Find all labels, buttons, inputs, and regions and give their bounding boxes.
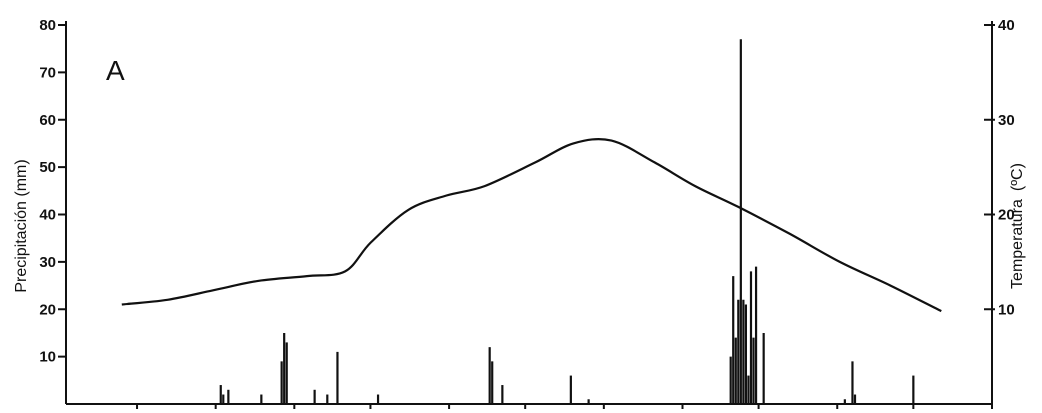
right-axis-title-text: Temperatura (1009, 199, 1026, 289)
left-axis-ticks: 10 20 30 40 50 60 70 80 (39, 17, 66, 366)
x-axis-ticks (136, 404, 993, 409)
left-tick-label: 40 (39, 207, 56, 224)
left-tick-label: 10 (39, 349, 56, 366)
panel-label: A (106, 55, 125, 86)
left-tick-label: 60 (39, 112, 56, 129)
right-tick-label: 20 (998, 207, 1015, 224)
left-tick-label: 70 (39, 64, 56, 81)
right-tick-label: 30 (998, 112, 1015, 129)
left-tick-label: 30 (39, 254, 56, 271)
right-tick-label: 40 (998, 17, 1015, 34)
left-tick-label: 50 (39, 159, 56, 176)
right-tick-label: 10 (998, 301, 1015, 318)
temperature-line (121, 138, 942, 313)
axes (65, 21, 993, 405)
precipitation-bars (219, 39, 915, 404)
right-axis-title-unit: (ºC) (1009, 163, 1026, 191)
left-tick-label: 80 (39, 17, 56, 34)
left-tick-label: 20 (39, 301, 56, 318)
right-axis-ticks: 10 20 30 40 (984, 17, 1015, 318)
left-axis-title: Precipitación (mm) (13, 159, 30, 292)
right-axis-title: Temperatura (ºC) (1009, 163, 1026, 289)
